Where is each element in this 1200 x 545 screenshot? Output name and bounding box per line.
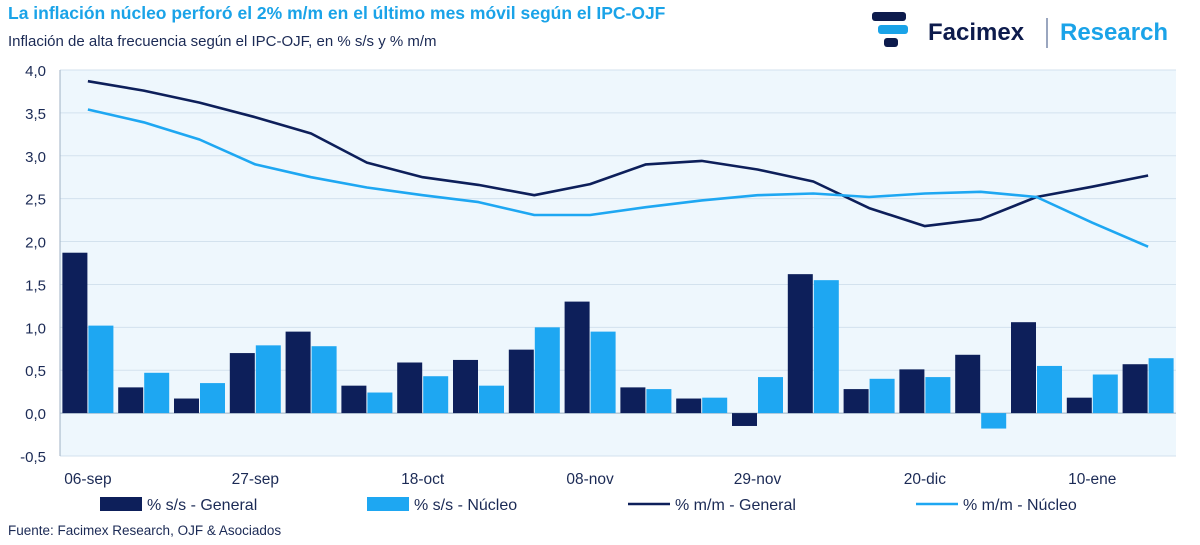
bar-general-2 (174, 398, 199, 414)
legend-label: % s/s - General (147, 497, 257, 514)
legend-label: % m/m - General (675, 497, 796, 514)
legend-swatch-bar (367, 497, 409, 511)
bar-general-19 (1122, 364, 1148, 414)
bar-general-16 (955, 354, 981, 414)
bar-general-12 (732, 413, 757, 426)
y-tick-label: -0,5 (20, 449, 46, 466)
bar-nucleo-3 (255, 345, 281, 414)
bar-nucleo-9 (590, 331, 616, 414)
y-tick-label: 0,0 (25, 406, 46, 423)
y-tick-label: 1,5 (25, 277, 46, 294)
bar-general-13 (787, 274, 813, 414)
bar-nucleo-6 (423, 376, 449, 414)
bar-general-7 (453, 359, 478, 414)
bar-nucleo-2 (200, 383, 225, 414)
bar-nucleo-1 (144, 372, 170, 414)
bar-nucleo-17 (1037, 365, 1062, 414)
bar-general-3 (229, 353, 255, 414)
legend-swatch-bar (100, 497, 142, 511)
y-tick-label: 2,0 (25, 235, 46, 252)
bar-general-15 (899, 369, 925, 414)
bar-general-18 (1066, 397, 1092, 414)
line-mm-nucleo (87, 108, 1149, 248)
y-tick-label: 4,0 (25, 63, 46, 80)
x-tick-label: 18-oct (401, 471, 445, 488)
y-tick-label: 1,0 (25, 320, 46, 337)
bar-general-6 (397, 362, 423, 414)
bar-general-4 (285, 331, 311, 414)
bar-nucleo-18 (1092, 374, 1118, 414)
y-tick-label: 3,0 (25, 149, 46, 166)
logo-brand-text: Facimex (928, 19, 1025, 46)
bar-nucleo-8 (534, 327, 560, 414)
legend-label: % m/m - Núcleo (963, 497, 1077, 514)
bar-general-1 (118, 387, 144, 414)
facimex-logo: Facimex Research (870, 8, 1190, 56)
x-tick-label: 08-nov (566, 471, 614, 488)
bar-general-14 (843, 389, 869, 414)
bar-nucleo-15 (925, 377, 951, 414)
y-tick-label: 2,5 (25, 192, 46, 209)
bar-nucleo-16 (981, 413, 1007, 429)
bar-nucleo-4 (311, 346, 337, 414)
bar-nucleo-11 (702, 397, 728, 414)
logo-unit-text: Research (1060, 19, 1169, 46)
chart-area: -0,5 0,0 0,5 1,0 1,5 2,0 2,5 3,0 3,5 4,0 06-sep 27… (20, 63, 1176, 514)
bar-general-10 (620, 387, 646, 414)
bar-general-9 (564, 301, 590, 414)
bar-general-5 (341, 385, 367, 414)
x-tick-label: 27-sep (232, 471, 279, 488)
bar-general-0 (62, 252, 88, 414)
logo-separator (1046, 18, 1048, 48)
x-tick-label: 20-dic (904, 471, 946, 488)
bar-general-17 (1011, 322, 1036, 414)
x-tick-label: 10-ene (1068, 471, 1116, 488)
chart-subtitle: Inflación de alta frecuencia según el IP… (8, 33, 437, 50)
bar-nucleo-19 (1148, 358, 1174, 414)
chart-title: La inflación núcleo perforó el 2% m/m en… (8, 3, 666, 23)
bar-nucleo-10 (646, 389, 672, 414)
bar-nucleo-13 (813, 280, 839, 414)
source-note: Fuente: Facimex Research, OJF & Asociado… (8, 523, 282, 538)
bar-general-8 (508, 349, 534, 414)
legend-label: % s/s - Núcleo (414, 497, 517, 514)
y-tick-label: 3,5 (25, 106, 46, 123)
y-tick-label: 0,5 (25, 363, 46, 380)
x-tick-label: 06-sep (64, 471, 111, 488)
facimex-logo-icon (872, 12, 908, 47)
bar-nucleo-12 (758, 377, 783, 414)
bar-nucleo-0 (88, 325, 114, 414)
bar-general-11 (676, 398, 702, 414)
line-mm-general (87, 79, 1149, 228)
bar-nucleo-14 (869, 378, 895, 414)
x-tick-label: 29-nov (734, 471, 782, 488)
plot-background (60, 70, 1176, 456)
bar-nucleo-5 (367, 392, 393, 414)
bar-nucleo-7 (479, 385, 504, 414)
